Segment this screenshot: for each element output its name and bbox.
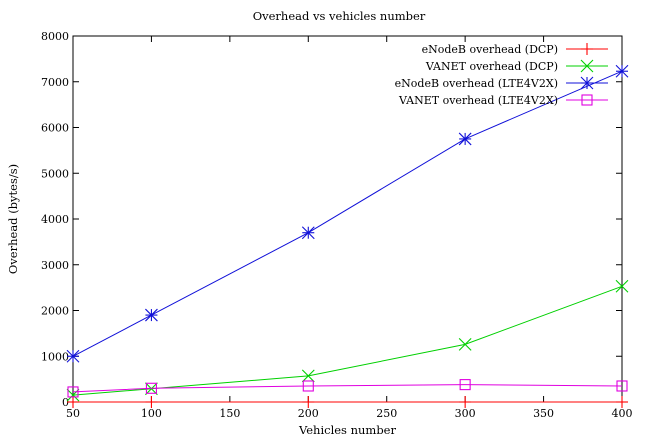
data-point	[302, 380, 314, 392]
x-tick-label: 100	[141, 407, 162, 420]
y-tick-label: 6000	[41, 122, 69, 135]
y-tick-label: 1000	[41, 350, 69, 363]
x-axis-title: Vehicles number	[298, 423, 397, 437]
y-tick-label: 8000	[41, 30, 69, 43]
legend-label: VANET overhead (LTE4V2X)	[398, 94, 558, 107]
y-axis-title: Overhead (bytes/s)	[6, 164, 20, 274]
legend-item: VANET overhead (LTE4V2X)	[398, 94, 608, 107]
data-point	[458, 132, 472, 146]
x-tick-label: 350	[533, 407, 554, 420]
data-point	[301, 369, 315, 383]
legend-label: eNodeB overhead (LTE4V2X)	[395, 77, 558, 90]
series-layer	[66, 64, 629, 408]
legend-item: eNodeB overhead (DCP)	[422, 43, 608, 56]
legend: eNodeB overhead (DCP) VANET overhead (DCP…	[395, 43, 608, 107]
legend-swatch-marker	[580, 76, 594, 90]
data-point	[145, 308, 158, 322]
data-point	[616, 380, 628, 392]
y-tick-label: 5000	[41, 167, 69, 180]
data-point	[459, 379, 471, 391]
series-2	[66, 279, 629, 402]
x-tick-label: 250	[376, 407, 397, 420]
x-tick-label: 150	[219, 407, 240, 420]
axis-ticks: 50 100 150 200 250 300 350 40001000200030004000…	[41, 30, 633, 420]
data-point	[145, 396, 158, 408]
y-tick-label: 7000	[41, 76, 69, 89]
series-line	[72, 384, 623, 393]
series-3	[66, 64, 629, 363]
data-point	[301, 226, 315, 240]
x-tick-label: 50	[66, 407, 80, 420]
data-point	[67, 396, 79, 408]
y-tick-label: 4000	[41, 213, 69, 226]
plot-frame	[72, 35, 623, 403]
x-tick-label: 300	[455, 407, 476, 420]
series-4	[67, 379, 628, 398]
data-point	[302, 396, 315, 408]
legend-swatch-marker	[580, 59, 594, 73]
y-tick-label: 3000	[41, 259, 69, 272]
data-point	[145, 382, 157, 394]
series-line	[72, 70, 623, 357]
legend-item: VANET overhead (DCP)	[425, 59, 608, 73]
chart-title: Overhead vs vehicles number	[253, 9, 426, 23]
legend-label: VANET overhead (DCP)	[425, 60, 558, 73]
data-point	[459, 396, 472, 408]
y-tick-label: 2000	[41, 305, 69, 318]
x-tick-label: 400	[612, 407, 633, 420]
legend-item: eNodeB overhead (LTE4V2X)	[395, 76, 608, 90]
legend-swatch-marker	[581, 94, 593, 106]
data-point	[616, 396, 628, 408]
series-1	[67, 396, 628, 408]
series-line	[72, 285, 623, 396]
y-tick-label: 0	[62, 396, 69, 409]
data-point	[66, 388, 80, 402]
data-point	[66, 349, 80, 363]
plot-border	[72, 35, 623, 403]
x-tick-label: 200	[298, 407, 319, 420]
legend-swatch-marker	[581, 43, 593, 55]
data-point	[458, 337, 472, 351]
legend-label: eNodeB overhead (DCP)	[422, 43, 558, 56]
data-point	[67, 386, 79, 398]
data-point	[615, 64, 629, 78]
data-point	[615, 279, 629, 293]
